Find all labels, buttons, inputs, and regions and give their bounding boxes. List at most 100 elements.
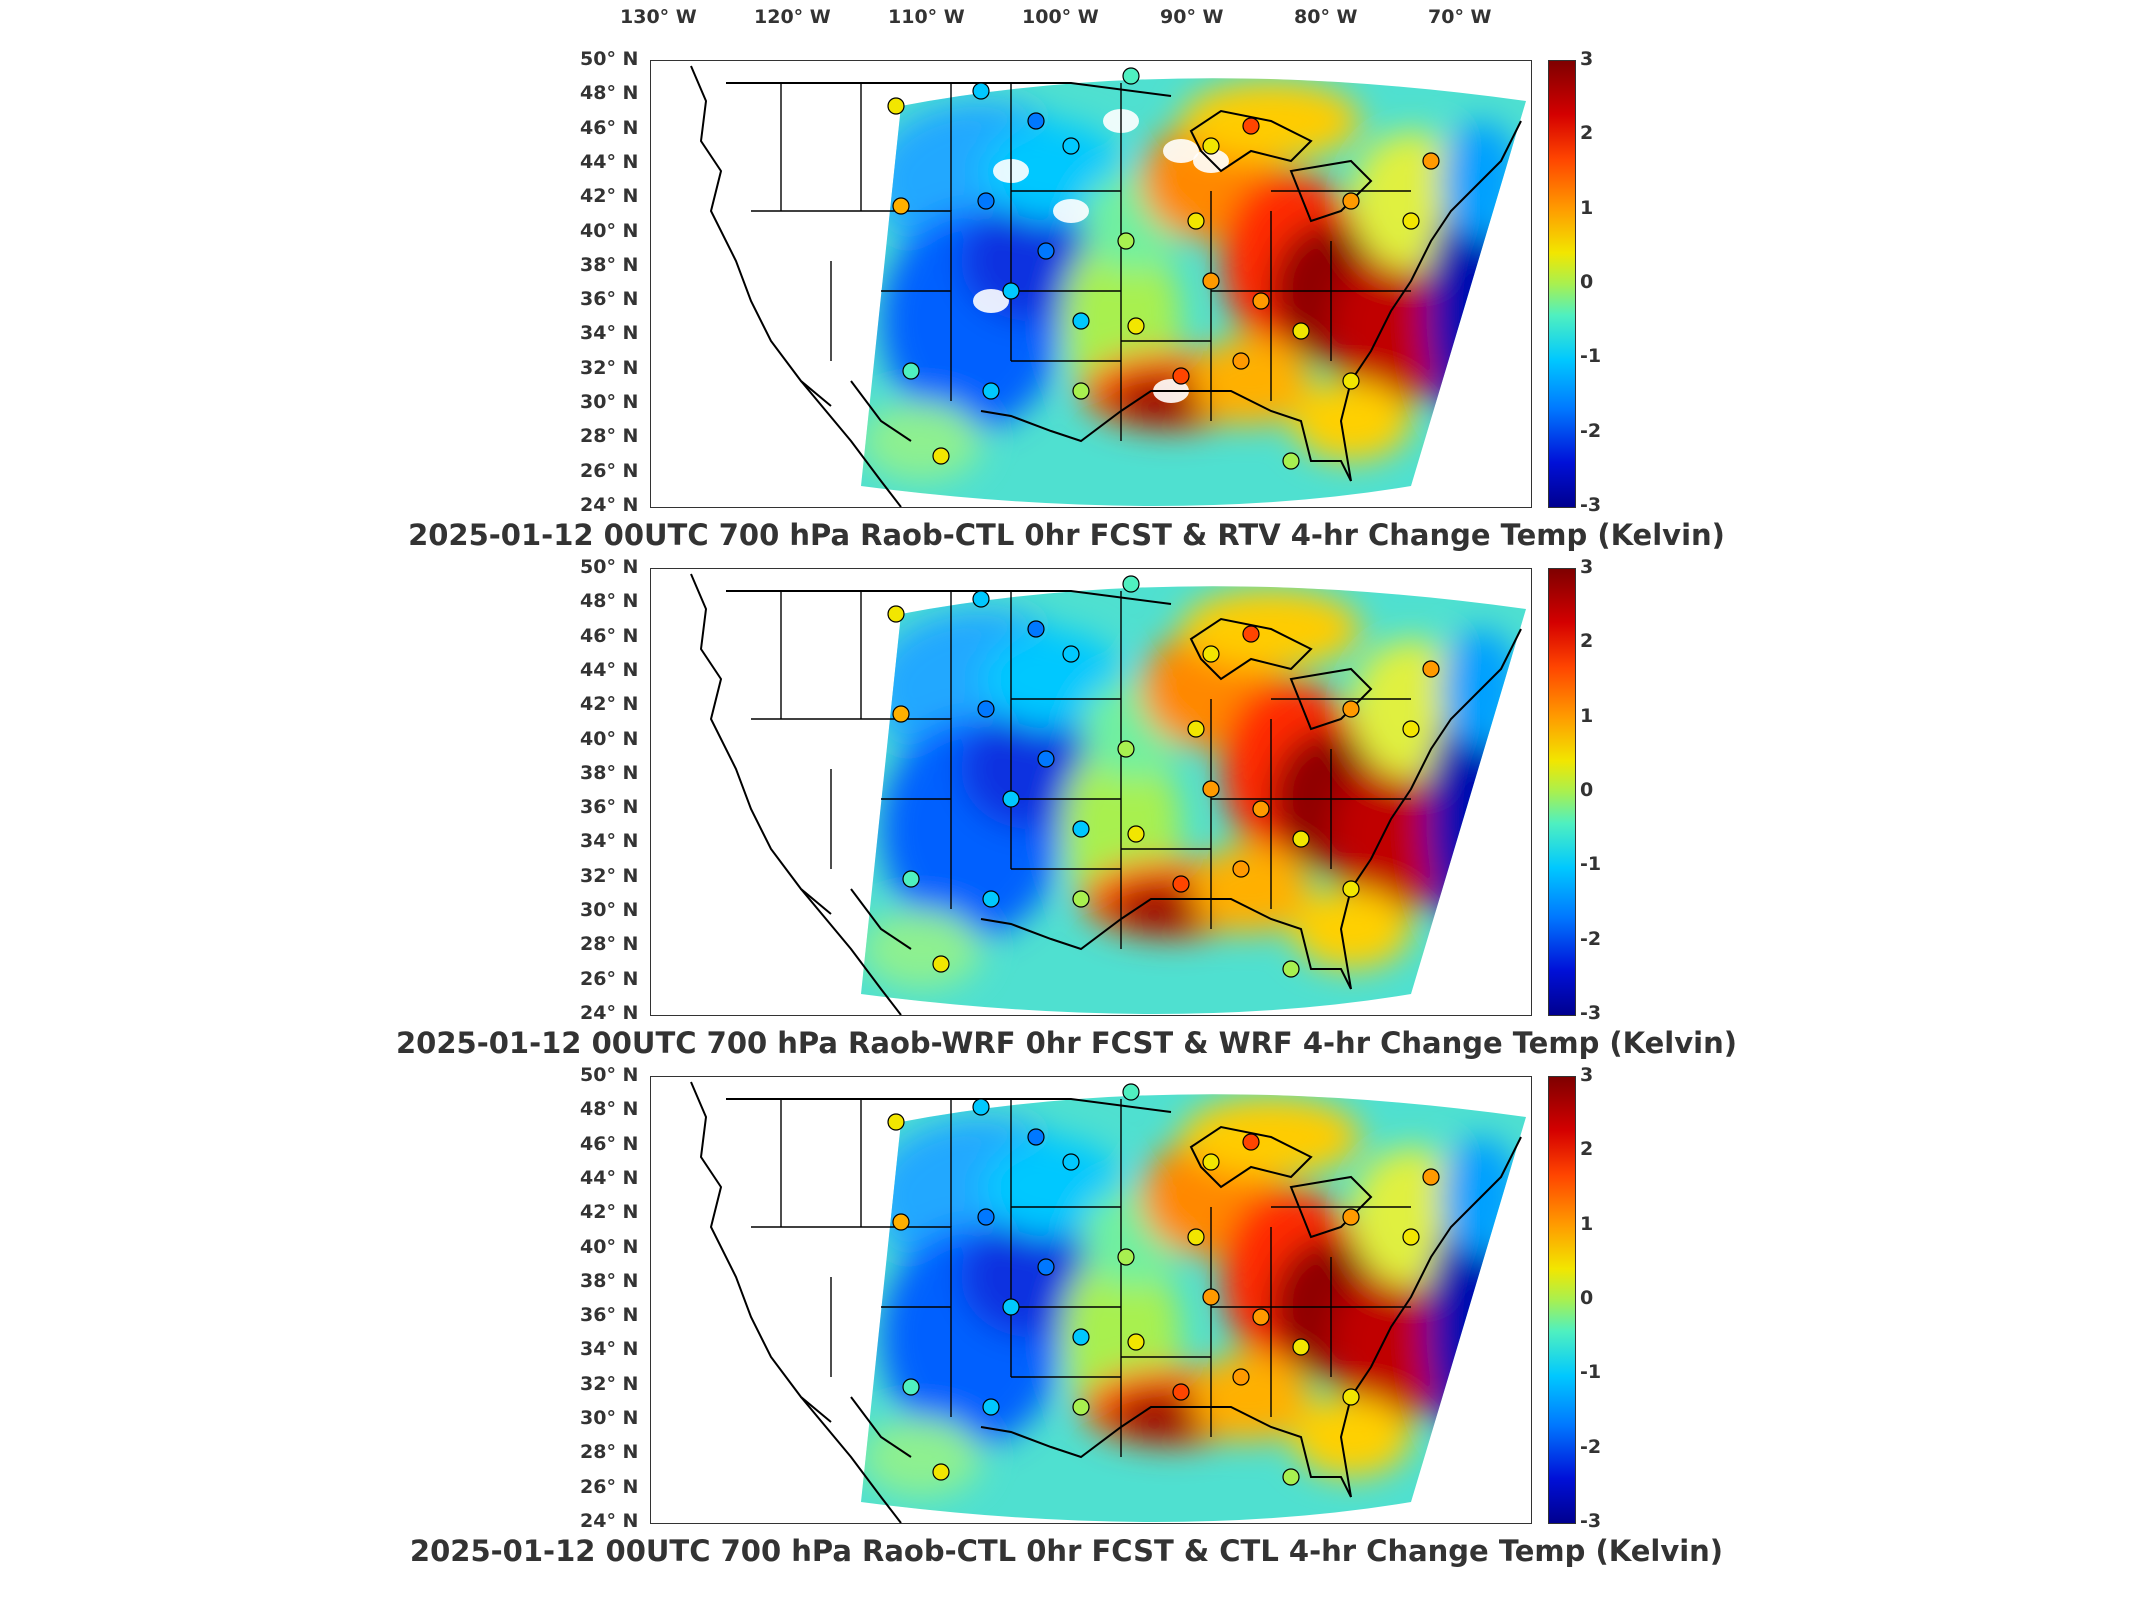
colorbar-tick-label: -3 bbox=[1580, 494, 1602, 516]
lat-label: 24° N bbox=[580, 1002, 639, 1024]
station-marker bbox=[1062, 1153, 1080, 1171]
temperature-map bbox=[650, 60, 1532, 508]
lat-label: 34° N bbox=[580, 322, 639, 345]
lat-label: 24° N bbox=[580, 494, 639, 516]
colorbar-tick-label: 3 bbox=[1580, 556, 1594, 578]
lon-label: 70° W bbox=[1428, 6, 1492, 28]
colorbar bbox=[1548, 1076, 1576, 1524]
lat-label: 42° N bbox=[580, 1201, 639, 1224]
station-marker bbox=[1122, 67, 1140, 85]
station-marker bbox=[1402, 720, 1420, 738]
station-marker bbox=[1117, 740, 1135, 758]
station-marker bbox=[972, 1098, 990, 1116]
station-marker bbox=[932, 955, 950, 973]
station-marker bbox=[1242, 1133, 1260, 1151]
station-marker bbox=[1072, 1328, 1090, 1346]
station-marker bbox=[1292, 830, 1310, 848]
station-marker bbox=[1402, 1228, 1420, 1246]
station-markers bbox=[887, 1083, 1440, 1486]
lat-label: 36° N bbox=[580, 1304, 639, 1327]
panel-title: 2025-01-12 00UTC 700 hPa Raob-CTL 0hr FC… bbox=[409, 1534, 1724, 1568]
colorbar-tick-label: -2 bbox=[1580, 419, 1602, 442]
station-marker bbox=[1252, 292, 1270, 310]
lat-label: 50° N bbox=[580, 556, 639, 578]
station-marker bbox=[1292, 322, 1310, 340]
panel-title: 2025-01-12 00UTC 700 hPa Raob-CTL 0hr FC… bbox=[408, 518, 1725, 552]
station-marker bbox=[1002, 790, 1020, 808]
lat-label: 26° N bbox=[580, 459, 639, 482]
station-marker bbox=[1027, 112, 1045, 130]
lat-label: 36° N bbox=[580, 288, 639, 311]
lat-label: 44° N bbox=[580, 1166, 639, 1189]
station-marker bbox=[1282, 960, 1300, 978]
lon-label: 130° W bbox=[620, 6, 697, 28]
lat-label: 32° N bbox=[580, 356, 639, 379]
lat-label: 26° N bbox=[580, 967, 639, 990]
station-marker bbox=[1422, 660, 1440, 678]
lon-label: 90° W bbox=[1160, 6, 1224, 28]
station-marker bbox=[1202, 137, 1220, 155]
station-marker bbox=[1122, 1083, 1140, 1101]
lat-label: 28° N bbox=[580, 933, 639, 956]
temperature-map bbox=[650, 568, 1532, 1016]
station-marker bbox=[902, 362, 920, 380]
station-marker bbox=[977, 1208, 995, 1226]
station-marker bbox=[1342, 372, 1360, 390]
station-marker bbox=[892, 1213, 910, 1231]
lat-label: 44° N bbox=[580, 658, 639, 681]
lat-label: 48° N bbox=[580, 1098, 639, 1121]
map-canvas bbox=[690, 573, 1526, 1015]
lat-label: 42° N bbox=[580, 693, 639, 716]
colorbar bbox=[1548, 568, 1576, 1016]
station-marker bbox=[1117, 232, 1135, 250]
lat-label: 38° N bbox=[580, 1269, 639, 1292]
station-marker bbox=[1402, 212, 1420, 230]
lat-label: 50° N bbox=[580, 48, 639, 70]
station-marker bbox=[1062, 645, 1080, 663]
station-marker bbox=[1072, 820, 1090, 838]
lat-label: 34° N bbox=[580, 830, 639, 853]
lat-label: 48° N bbox=[580, 590, 639, 613]
station-marker bbox=[972, 82, 990, 100]
station-marker bbox=[1202, 1288, 1220, 1306]
lat-label: 32° N bbox=[580, 864, 639, 887]
station-marker bbox=[932, 447, 950, 465]
station-marker bbox=[1202, 1153, 1220, 1171]
station-marker bbox=[1187, 212, 1205, 230]
station-marker bbox=[1187, 1228, 1205, 1246]
station-marker bbox=[1422, 1168, 1440, 1186]
station-markers bbox=[887, 67, 1440, 470]
map-canvas bbox=[690, 1081, 1526, 1523]
station-marker bbox=[1062, 137, 1080, 155]
station-marker bbox=[1037, 750, 1055, 768]
lat-label: 30° N bbox=[580, 1407, 639, 1430]
colorbar-tick-label: 0 bbox=[1580, 1287, 1594, 1309]
lat-label: 38° N bbox=[580, 253, 639, 276]
station-marker bbox=[887, 605, 905, 623]
lat-label: 26° N bbox=[580, 1475, 639, 1498]
lat-label: 28° N bbox=[580, 1441, 639, 1464]
panel-title: 2025-01-12 00UTC 700 hPa Raob-WRF 0hr FC… bbox=[395, 1026, 1737, 1060]
station-marker bbox=[1282, 452, 1300, 470]
station-marker bbox=[1342, 700, 1360, 718]
station-marker bbox=[972, 590, 990, 608]
station-marker bbox=[1242, 117, 1260, 135]
station-marker bbox=[892, 197, 910, 215]
station-marker bbox=[982, 1398, 1000, 1416]
station-marker bbox=[932, 1463, 950, 1481]
station-marker bbox=[1172, 875, 1190, 893]
station-marker bbox=[1422, 152, 1440, 170]
station-marker bbox=[892, 705, 910, 723]
colorbar-tick-label: -1 bbox=[1580, 345, 1602, 368]
station-marker bbox=[1072, 890, 1090, 908]
station-marker bbox=[1072, 312, 1090, 330]
station-marker bbox=[1252, 1308, 1270, 1326]
station-marker bbox=[1252, 800, 1270, 818]
station-marker bbox=[887, 1113, 905, 1131]
station-marker bbox=[1232, 352, 1250, 370]
station-marker bbox=[1127, 317, 1145, 335]
colorbar-tick-label: -1 bbox=[1580, 1361, 1602, 1384]
station-marker bbox=[1187, 720, 1205, 738]
colorbar-tick-label: -3 bbox=[1580, 1510, 1602, 1532]
lat-label: 32° N bbox=[580, 1372, 639, 1395]
